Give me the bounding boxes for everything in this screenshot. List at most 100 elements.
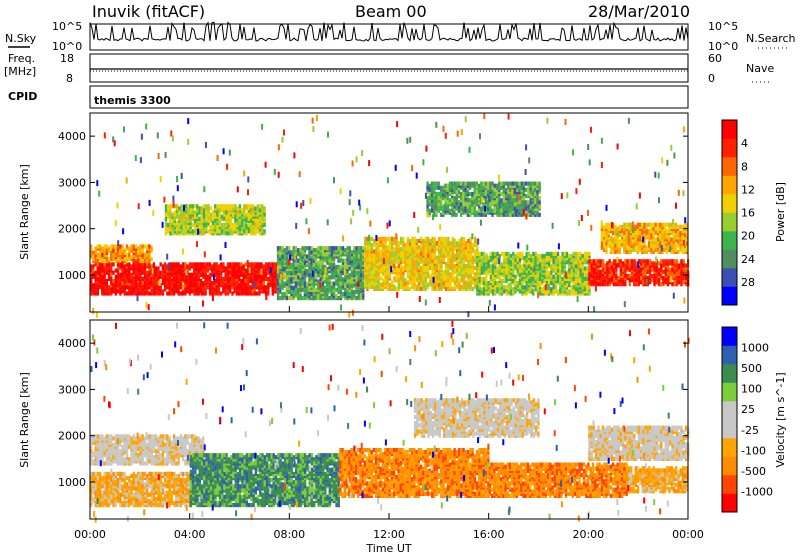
nsearch-tick-bottom: 10^0 <box>708 40 738 53</box>
echo-cell <box>141 270 144 275</box>
echo-cell <box>121 281 124 286</box>
echo-cell <box>588 267 591 272</box>
echo-cell <box>599 282 602 287</box>
echo-cell <box>391 253 394 258</box>
echo-cell <box>182 212 185 217</box>
echo-cell <box>229 227 233 232</box>
echo-cell <box>251 262 254 267</box>
echo-cell <box>128 246 131 251</box>
echo-cell <box>641 233 644 238</box>
echo-cell <box>191 210 194 215</box>
echo-cell <box>281 246 284 251</box>
echo-cell <box>433 241 436 246</box>
echo-cell <box>467 268 470 273</box>
echo-cell <box>605 233 608 238</box>
echo-cell <box>561 268 564 273</box>
power-data <box>90 113 690 318</box>
echo-cell <box>433 236 436 241</box>
echo-cell <box>141 287 144 292</box>
echo-cell <box>256 229 259 234</box>
echo-cell <box>250 225 253 230</box>
echo-cell <box>128 252 131 257</box>
echo-cell <box>193 281 196 286</box>
echo-cell <box>229 204 233 209</box>
echo-cell <box>310 266 313 272</box>
echo-cell <box>586 260 589 265</box>
echo-cell <box>397 241 400 246</box>
echo-cell <box>139 278 142 284</box>
echo-cell <box>264 276 268 281</box>
echo-cell <box>460 245 463 250</box>
echo-cell <box>204 270 207 275</box>
echo-cell <box>431 241 434 246</box>
echo-cell <box>487 281 490 286</box>
echo-cell <box>213 278 216 284</box>
echo-cell <box>202 218 206 223</box>
echo-cell <box>621 224 624 229</box>
echo-cell <box>215 289 218 294</box>
echo-cell <box>146 246 149 251</box>
echo-cell <box>324 264 327 269</box>
echo-cell <box>451 286 454 291</box>
echo-cell <box>572 272 575 277</box>
echo-cell <box>112 262 115 267</box>
echo-cell <box>141 276 144 281</box>
echo-cell <box>478 256 481 261</box>
echo-cell <box>507 251 510 256</box>
echo-cell <box>236 212 239 217</box>
echo-cell <box>227 214 230 219</box>
echo-cell <box>393 247 396 252</box>
echo-cell <box>346 254 349 259</box>
echo-cell <box>670 237 673 242</box>
echo-cell <box>609 222 613 227</box>
echo-cell <box>236 214 239 219</box>
echo-cell <box>232 212 235 217</box>
echo-cell <box>489 251 492 256</box>
echo-cell <box>379 253 383 258</box>
echo-cell <box>229 262 232 267</box>
echo-cell <box>238 214 242 219</box>
echo-cell <box>663 231 666 236</box>
echo-cell <box>288 283 291 288</box>
echo-cell <box>561 260 564 265</box>
echo-cell <box>408 247 412 252</box>
echo-cell <box>326 246 329 251</box>
echo-cell <box>642 263 645 268</box>
echo-cell <box>494 281 497 286</box>
echo-cell <box>211 272 214 277</box>
echo-cell <box>645 245 648 250</box>
echo-cell <box>205 227 208 232</box>
echo-cell <box>130 248 133 253</box>
echo-cell <box>159 270 162 275</box>
echo-cell <box>534 262 537 267</box>
echo-cell <box>386 274 389 279</box>
echo-cell <box>370 284 374 289</box>
echo-cell <box>353 256 356 261</box>
echo-cell <box>141 266 144 271</box>
echo-cell <box>137 266 140 271</box>
echo-cell <box>554 251 557 256</box>
echo-cell <box>344 258 347 263</box>
echo-cell <box>552 289 555 294</box>
echo-cell <box>417 286 421 291</box>
echo-cell <box>105 244 108 249</box>
echo-cell <box>415 238 418 244</box>
echo-cell <box>285 291 289 297</box>
echo-cell <box>453 245 457 250</box>
echo-cell <box>460 253 463 258</box>
echo-cell <box>216 227 219 232</box>
echo-cell <box>653 265 656 270</box>
echo-cell <box>496 256 499 261</box>
echo-cell <box>171 214 174 219</box>
echo-cell <box>668 243 671 248</box>
echo-cell <box>250 214 253 219</box>
echo-cell <box>134 262 138 267</box>
echo-cell <box>199 272 203 277</box>
echo-cell <box>660 259 663 264</box>
echo-cell <box>429 253 432 258</box>
echo-cell <box>465 263 468 269</box>
echo-cell <box>627 231 630 236</box>
echo-cell <box>112 270 115 275</box>
echo-cell <box>339 264 342 269</box>
echo-cell <box>552 258 555 263</box>
